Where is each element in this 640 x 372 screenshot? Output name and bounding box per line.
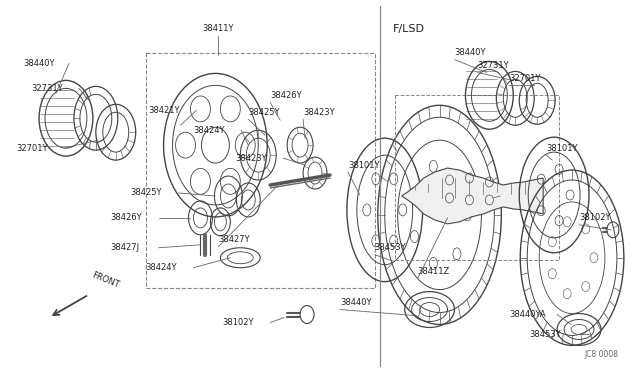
Text: 32731Y: 32731Y: [31, 84, 63, 93]
Text: 38425Y: 38425Y: [248, 108, 280, 117]
Text: 38425Y: 38425Y: [131, 189, 162, 198]
Text: 38424Y: 38424Y: [193, 126, 225, 135]
Text: 38423Y: 38423Y: [236, 154, 267, 163]
Text: 38453Y: 38453Y: [529, 330, 561, 339]
Text: FRONT: FRONT: [91, 270, 121, 290]
Polygon shape: [402, 168, 543, 224]
Text: 38102Y: 38102Y: [579, 214, 611, 222]
Text: 38440YA: 38440YA: [509, 310, 546, 319]
Text: JC8 0008: JC8 0008: [585, 350, 619, 359]
Text: 38102Y: 38102Y: [222, 318, 254, 327]
Bar: [395, 95, 559, 260]
Text: 38427J: 38427J: [111, 243, 140, 252]
Text: 38426Y: 38426Y: [270, 91, 302, 100]
Text: 38411Z: 38411Z: [418, 267, 450, 276]
Text: 38421Y: 38421Y: [148, 106, 180, 115]
Text: 38440Y: 38440Y: [23, 59, 54, 68]
Text: 32701Y: 32701Y: [16, 144, 47, 153]
Text: 38453Y: 38453Y: [375, 243, 406, 252]
Text: 38427Y: 38427Y: [218, 235, 250, 244]
Text: F/LSD: F/LSD: [393, 23, 425, 33]
Bar: [146, 54, 375, 288]
Text: 32731Y: 32731Y: [477, 61, 509, 70]
Text: 38426Y: 38426Y: [111, 214, 143, 222]
Text: 38101Y: 38101Y: [546, 144, 578, 153]
Text: 38423Y: 38423Y: [303, 108, 335, 117]
Text: 38440Y: 38440Y: [340, 298, 371, 307]
Text: 38411Y: 38411Y: [203, 24, 234, 33]
Text: 38440Y: 38440Y: [454, 48, 486, 57]
Text: 32701Y: 32701Y: [509, 74, 541, 83]
Text: 38424Y: 38424Y: [146, 263, 177, 272]
Text: 38101Y: 38101Y: [348, 161, 380, 170]
